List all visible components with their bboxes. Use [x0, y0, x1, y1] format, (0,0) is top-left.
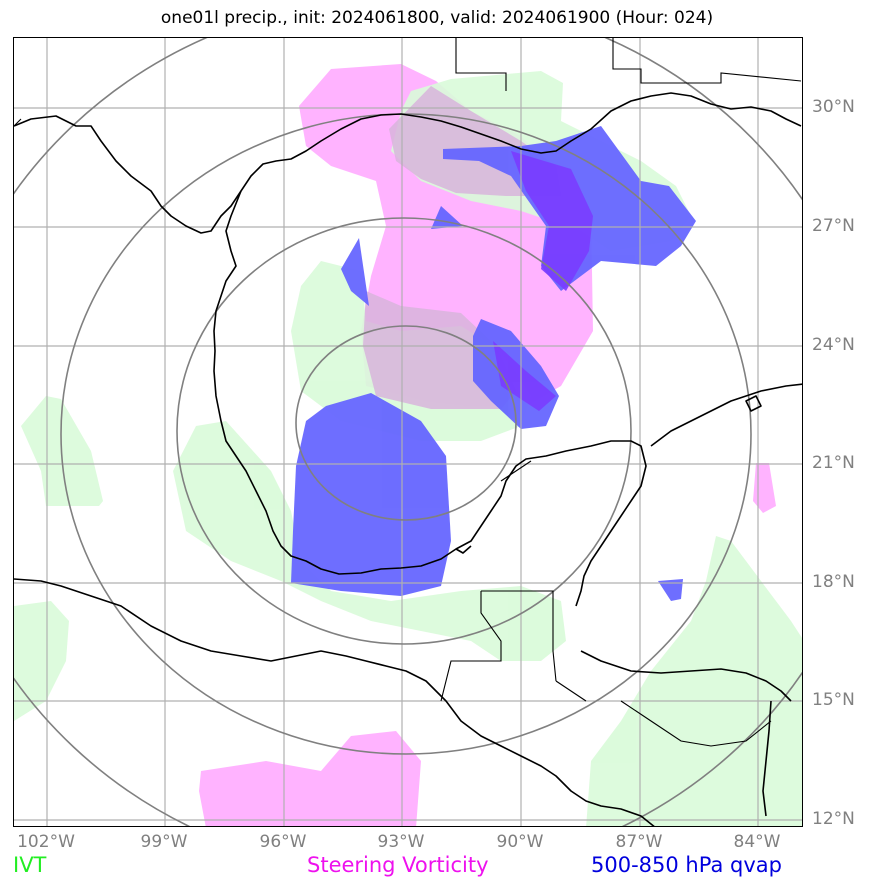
lat-label-18n: 18°N	[812, 572, 855, 592]
lon-label-99w: 99°W	[140, 832, 188, 852]
nicaragua-coast	[762, 700, 772, 817]
legend-qvap: 500-850 hPa qvap	[591, 853, 782, 877]
honduras-coast	[580, 650, 792, 702]
lat-label-30n: 30°N	[812, 97, 855, 117]
cuba-islet	[745, 395, 762, 412]
range-ring-inner	[295, 325, 517, 521]
lat-label-21n: 21°N	[812, 453, 855, 473]
lat-label-15n: 15°N	[812, 690, 855, 710]
honduras-nicaragua-border	[620, 700, 772, 747]
qvap-strong-layer	[493, 151, 593, 411]
state-borders	[455, 38, 802, 91]
texas-mexico-coast	[213, 190, 647, 607]
lon-label-90w: 90°W	[496, 832, 544, 852]
map-title: one01l precip., init: 2024061800, valid:…	[160, 8, 714, 28]
lon-label-96w: 96°W	[259, 832, 307, 852]
qvap-region-main	[291, 393, 451, 596]
map-canvas	[14, 38, 802, 826]
central-america-coast	[14, 578, 655, 826]
guatemala-honduras-border	[555, 680, 587, 702]
steering-region-south	[199, 731, 421, 826]
lon-label-93w: 93°W	[377, 832, 425, 852]
yucatan-state-border	[500, 460, 532, 482]
mexico-guatemala-border	[481, 590, 557, 682]
lat-label-27n: 27°N	[812, 216, 855, 236]
legend-ivt: IVT	[13, 853, 47, 877]
us-mexico-border	[14, 118, 22, 127]
qvap-region-east	[658, 579, 683, 601]
guatemala-border-west	[440, 591, 502, 702]
borders	[14, 38, 802, 747]
legend-steering-vorticity: Steering Vorticity	[307, 853, 489, 877]
graticule	[14, 38, 802, 826]
yucatan-west	[455, 545, 472, 554]
lat-label-24n: 24°N	[812, 335, 855, 355]
ivt-region-mexico	[173, 421, 566, 661]
lat-label-12n: 12°N	[812, 809, 855, 829]
coastlines	[14, 92, 802, 826]
steering-region-east	[753, 463, 776, 513]
lon-label-87w: 87°W	[615, 832, 663, 852]
lon-label-102w: 102°W	[17, 832, 75, 852]
map-panel	[13, 37, 803, 827]
qvap-strong-north	[511, 151, 593, 291]
qvap-region-west-sliver	[341, 238, 369, 306]
lon-label-84w: 84°W	[733, 832, 781, 852]
cuba-coast	[650, 383, 802, 447]
ivt-region-southwest	[14, 601, 69, 721]
range-ring-middle	[176, 217, 632, 645]
us-gulf-coast	[14, 92, 802, 234]
qvap-strong-gulf	[493, 341, 556, 411]
